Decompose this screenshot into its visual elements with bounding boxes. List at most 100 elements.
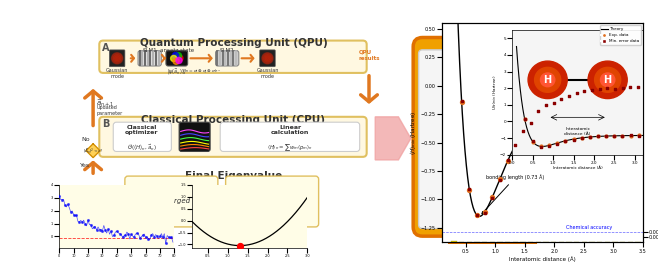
Point	[111, 229, 122, 233]
Point	[155, 234, 165, 238]
FancyBboxPatch shape	[113, 122, 171, 152]
Text: $|\vec{\Delta}_n|^2 < \epsilon$?: $|\vec{\Delta}_n|^2 < \epsilon$?	[83, 146, 103, 155]
Point	[595, 87, 605, 91]
Circle shape	[176, 57, 182, 64]
Bar	[461, 232, 524, 242]
Bar	[449, 238, 536, 244]
Text: Converged: Converged	[152, 198, 190, 204]
Point	[163, 235, 174, 239]
Point	[117, 235, 128, 239]
Text: A: A	[103, 43, 110, 53]
Circle shape	[263, 54, 272, 62]
Polygon shape	[375, 117, 411, 160]
FancyBboxPatch shape	[226, 176, 318, 227]
Text: Quantum Processing Unit (QPU): Quantum Processing Unit (QPU)	[139, 38, 327, 48]
Point	[564, 93, 574, 97]
FancyBboxPatch shape	[109, 50, 125, 67]
Point	[618, 85, 628, 89]
Text: Chemical accuracy: Chemical accuracy	[566, 225, 613, 230]
Text: $\langle H \rangle_{min}$: $\langle H \rangle_{min}$	[262, 185, 288, 198]
Text: Gaussian
mode: Gaussian mode	[256, 68, 278, 79]
Point	[572, 91, 582, 95]
Point	[149, 235, 159, 239]
Circle shape	[266, 57, 269, 60]
FancyBboxPatch shape	[125, 176, 218, 227]
Circle shape	[113, 54, 121, 62]
Point	[77, 220, 88, 225]
Point	[480, 210, 490, 214]
Point	[587, 88, 597, 92]
Point	[63, 202, 73, 207]
Legend: Theory, Exp. data, Min. error data: Theory, Exp. data, Min. error data	[599, 25, 641, 45]
Point	[533, 111, 544, 115]
Point	[556, 97, 567, 101]
Text: bonding length (0.73 Å): bonding length (0.73 Å)	[482, 174, 545, 213]
Point	[472, 213, 482, 218]
Point	[495, 176, 505, 181]
Point	[541, 104, 551, 109]
Text: Yes: Yes	[80, 163, 90, 168]
Point	[114, 232, 125, 236]
FancyBboxPatch shape	[99, 41, 367, 73]
Point	[103, 227, 113, 231]
Point	[480, 211, 490, 216]
Text: $\langle H \rangle_n = \sum w_m \langle p_m \rangle_n$: $\langle H \rangle_n = \sum w_m \langle …	[267, 143, 313, 153]
Point	[109, 233, 119, 238]
Text: B: B	[103, 119, 110, 129]
Point	[66, 210, 76, 214]
X-axis label: Interatomic distance (Å): Interatomic distance (Å)	[509, 256, 576, 262]
Point	[126, 232, 136, 236]
Point	[556, 96, 567, 100]
Point	[158, 235, 168, 239]
Point	[503, 159, 513, 163]
Point	[106, 229, 116, 233]
Text: No: No	[81, 137, 89, 142]
Point	[97, 229, 108, 233]
Text: Updated
parameter: Updated parameter	[96, 105, 122, 116]
Text: Classical
optimizer: Classical optimizer	[125, 124, 159, 135]
FancyBboxPatch shape	[260, 50, 275, 67]
Point	[602, 85, 613, 90]
Text: Gaussian
mode: Gaussian mode	[106, 68, 128, 79]
Point	[464, 187, 474, 191]
Point	[80, 222, 90, 226]
Point	[618, 85, 628, 90]
Point	[132, 231, 142, 235]
Point	[533, 109, 544, 114]
Point	[610, 86, 620, 91]
Point	[625, 84, 636, 89]
Point	[518, 130, 528, 134]
Text: $\mathcal{O}(\langle H \rangle_n, \vec{a}_n)$: $\mathcal{O}(\langle H \rangle_n, \vec{a…	[127, 143, 157, 153]
Circle shape	[173, 58, 179, 64]
Point	[602, 86, 613, 90]
Point	[633, 84, 644, 89]
FancyBboxPatch shape	[220, 122, 360, 152]
Point	[88, 225, 99, 230]
Point	[143, 237, 154, 241]
Point	[564, 94, 574, 98]
Point	[464, 187, 474, 192]
Point	[54, 194, 64, 198]
Point	[83, 218, 93, 222]
Point	[71, 213, 82, 218]
Circle shape	[262, 53, 273, 64]
Point	[74, 220, 85, 224]
Point	[146, 233, 157, 237]
Point	[100, 228, 111, 232]
Y-axis label: $\langle H \rangle_{min}$ (Hartree): $\langle H \rangle_{min}$ (Hartree)	[408, 111, 418, 155]
Point	[91, 228, 102, 232]
Point	[579, 89, 590, 93]
FancyBboxPatch shape	[216, 51, 239, 66]
FancyBboxPatch shape	[166, 51, 188, 66]
FancyBboxPatch shape	[99, 117, 367, 157]
Point	[140, 235, 151, 240]
Point	[86, 222, 96, 227]
Text: $P_m = \sigma_i \otimes \sigma_j \otimes \sigma_k \cdots$: $P_m = \sigma_i \otimes \sigma_j \otimes…	[182, 67, 222, 76]
Point	[129, 235, 139, 239]
Text: $\vec{a}_{n+1}$: $\vec{a}_{n+1}$	[96, 97, 114, 109]
Point	[518, 129, 528, 133]
Point	[138, 233, 148, 238]
Point	[487, 195, 497, 199]
Point	[579, 89, 590, 93]
Point	[457, 100, 467, 104]
